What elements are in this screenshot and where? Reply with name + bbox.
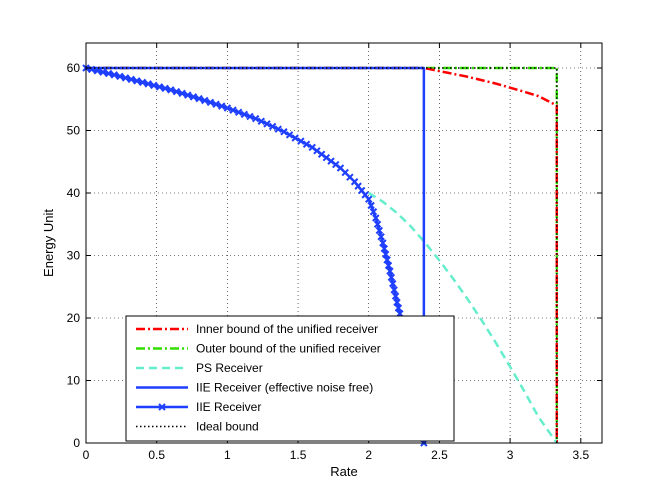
series-ideal-bound	[86, 67, 558, 443]
series-inner-bound-of-the-unified-receiver	[86, 66, 559, 443]
data-point-marker	[390, 286, 398, 294]
data-point-marker	[367, 201, 375, 210]
data-point-marker	[246, 112, 254, 121]
x-tick-label: 3	[507, 448, 514, 462]
legend-label: Ideal bound	[196, 420, 259, 434]
series-line-inner-bound-of-the-unified-receiver	[86, 66, 559, 443]
data-point-marker	[257, 117, 266, 125]
data-point-marker	[393, 298, 401, 307]
legend-item-iie-receiver-effective-noise-free: IIE Receiver (effective noise free)	[136, 381, 373, 395]
data-point-marker	[375, 226, 384, 235]
legend-label: IIE Receiver (effective noise free)	[196, 381, 373, 395]
x-tick-label: 3.5	[572, 448, 589, 462]
legend-marker	[158, 403, 166, 411]
data-point-marker	[380, 244, 388, 253]
series-ps-receiver	[368, 191, 558, 444]
y-tick-label: 0	[73, 436, 80, 450]
data-point-marker	[234, 108, 243, 116]
data-point-marker	[172, 87, 181, 96]
data-point-marker	[184, 91, 192, 99]
y-tick-label: 50	[67, 124, 81, 138]
data-point-marker	[218, 102, 226, 110]
y-tick-label: 10	[67, 374, 81, 388]
y-tick-label: 30	[67, 249, 81, 263]
data-point-marker	[104, 69, 113, 78]
legend-item-iie-receiver: IIE Receiver	[136, 400, 261, 414]
data-point-marker	[263, 120, 271, 128]
y-tick-label: 20	[67, 311, 81, 325]
x-tick-label: 2	[365, 448, 372, 462]
data-point-marker	[133, 77, 141, 85]
legend-label: PS Receiver	[196, 361, 263, 375]
data-point-marker	[99, 68, 107, 76]
data-point-marker	[285, 131, 294, 139]
data-point-marker	[302, 140, 311, 148]
y-tick-label: 40	[67, 186, 81, 200]
data-point-marker	[223, 104, 232, 112]
data-point-marker	[386, 267, 394, 275]
x-tick-label: 1	[224, 448, 231, 462]
data-point-marker	[379, 239, 387, 247]
data-point-marker	[377, 233, 385, 241]
x-axis-label: Rate	[330, 464, 357, 479]
data-point-marker	[212, 100, 220, 108]
data-point-marker	[391, 292, 400, 300]
x-tick-label: 1.5	[290, 448, 307, 462]
legend-label: Inner bound of the unified receiver	[196, 322, 378, 336]
data-point-marker	[251, 114, 260, 123]
data-point-marker	[280, 128, 288, 136]
y-tick-label: 60	[67, 61, 81, 75]
data-point-marker	[387, 273, 396, 282]
data-point-marker	[178, 89, 186, 98]
data-point-marker	[369, 208, 378, 216]
x-tick-label: 0.5	[148, 448, 165, 462]
data-point-marker	[138, 78, 147, 87]
ticks: 0 0.5 1 1.5 2 2.5 3 3.5 0 10 20 30 40 50 60	[67, 43, 602, 462]
data-point-marker	[297, 137, 305, 145]
legend-item-ps-receiver: PS Receiver	[136, 361, 263, 375]
data-point-marker	[127, 75, 135, 84]
data-point-marker	[274, 125, 282, 133]
legend: Inner bound of the unified receiver Outer…	[125, 315, 455, 442]
data-point-marker	[381, 250, 390, 258]
data-point-marker	[110, 71, 118, 79]
data-point-marker	[383, 256, 391, 264]
data-point-marker	[121, 74, 130, 82]
data-point-marker	[384, 261, 393, 270]
data-point-marker	[268, 122, 277, 131]
legend-label: IIE Receiver	[196, 400, 261, 414]
legend-item-ideal-bound: Ideal bound	[136, 420, 259, 434]
data-point-marker	[206, 98, 215, 107]
data-point-marker	[389, 279, 397, 288]
legend-label: Outer bound of the unified receiver	[196, 342, 381, 356]
data-point-marker	[394, 304, 403, 312]
data-point-marker	[195, 94, 203, 103]
x-tick-label: 2.5	[431, 448, 448, 462]
plot-frame	[85, 42, 603, 444]
data-point-marker	[116, 72, 124, 81]
data-point-marker	[291, 134, 299, 142]
x-tick-label: 0	[83, 448, 90, 462]
data-point-marker	[144, 80, 152, 88]
data-point-marker	[240, 110, 249, 119]
data-point-marker	[155, 83, 164, 91]
data-point-marker	[189, 93, 198, 101]
data-point-marker	[161, 84, 169, 93]
y-axis-label: Energy Unit	[41, 209, 56, 277]
legend-item-outer-bound-of-the-unified-receiver: Outer bound of the unified receiver	[136, 342, 381, 356]
data-point-marker	[87, 65, 96, 74]
data-point-marker	[167, 86, 175, 94]
data-point-marker	[201, 96, 209, 105]
data-point-marker	[373, 220, 382, 228]
data-point-marker	[150, 81, 158, 90]
series-line-ideal-bound	[86, 67, 558, 443]
data-point-marker	[372, 214, 380, 222]
data-point-marker	[229, 106, 237, 114]
data-point-marker	[365, 195, 373, 203]
legend-item-inner-bound-of-the-unified-receiver: Inner bound of the unified receiver	[136, 322, 378, 336]
legend-box	[125, 315, 455, 442]
series-line-ps-receiver	[368, 191, 558, 444]
